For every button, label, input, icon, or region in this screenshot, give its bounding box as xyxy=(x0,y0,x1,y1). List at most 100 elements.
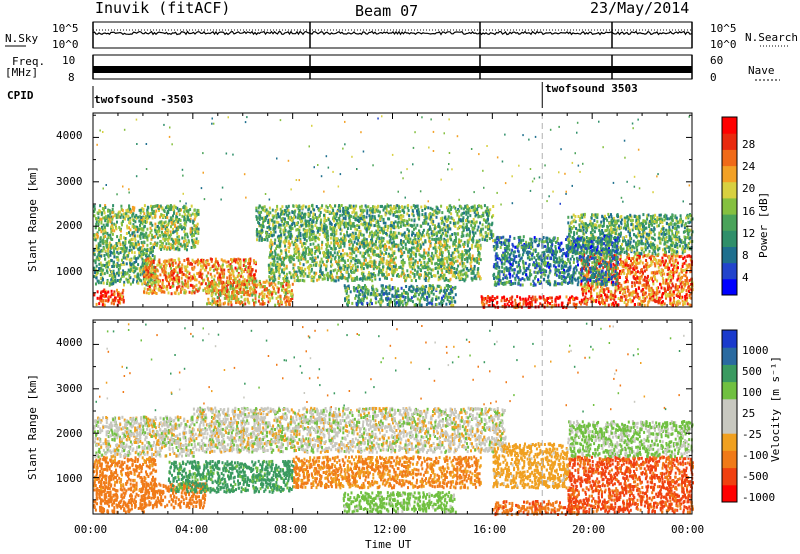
data-cell xyxy=(95,217,98,221)
data-cell xyxy=(410,218,413,222)
data-cell xyxy=(296,274,299,278)
data-cell xyxy=(175,212,178,216)
data-cell xyxy=(95,222,98,226)
data-cell xyxy=(139,224,141,227)
data-cell xyxy=(454,221,457,225)
data-cell xyxy=(259,285,262,289)
data-cell xyxy=(188,218,191,222)
data-cell xyxy=(232,287,235,291)
data-cell xyxy=(492,205,495,208)
data-cell xyxy=(390,221,393,225)
data-cell xyxy=(230,303,233,307)
data-cell xyxy=(226,276,229,280)
data-cell xyxy=(284,220,286,224)
data-cell xyxy=(335,212,337,216)
data-cell xyxy=(259,215,262,219)
data-cell xyxy=(378,225,381,229)
data-cell xyxy=(175,219,178,223)
data-cell xyxy=(150,212,153,215)
data-cell xyxy=(424,279,427,282)
data-cell xyxy=(326,278,329,282)
data-cell xyxy=(274,291,277,295)
data-cell xyxy=(181,273,184,277)
data-cell xyxy=(179,290,182,294)
data-cell xyxy=(125,214,128,218)
data-cell xyxy=(413,223,416,227)
data-cell xyxy=(359,207,362,211)
data-cell xyxy=(98,252,100,256)
data-cell xyxy=(372,234,375,238)
data-cell xyxy=(164,275,167,279)
data-cell xyxy=(272,287,275,291)
data-cell xyxy=(118,297,121,301)
data-cell xyxy=(340,228,343,232)
data-cell xyxy=(186,242,189,246)
data-cell xyxy=(238,278,241,282)
data-cell xyxy=(256,232,259,236)
data-cell xyxy=(113,214,116,218)
data-cell xyxy=(186,285,189,288)
data-cell xyxy=(487,217,489,221)
data-cell xyxy=(276,286,279,290)
data-cell xyxy=(402,258,405,262)
data-cell xyxy=(486,234,488,238)
data-cell xyxy=(440,221,443,225)
data-cell xyxy=(141,257,144,261)
data-cell xyxy=(103,295,106,299)
data-cell xyxy=(320,223,323,227)
data-cell xyxy=(486,212,489,216)
data-cell xyxy=(283,217,286,221)
data-cell xyxy=(192,221,195,225)
data-cell xyxy=(344,211,347,214)
data-cell xyxy=(488,237,491,241)
data-cell xyxy=(423,277,426,281)
data-cell xyxy=(139,249,142,253)
data-cell xyxy=(431,237,434,241)
data-cell xyxy=(337,259,340,263)
data-cell xyxy=(490,229,493,233)
data-cell xyxy=(194,227,197,231)
data-cell xyxy=(145,271,148,275)
data-cell xyxy=(148,254,151,258)
data-cell xyxy=(432,230,435,233)
data-cell xyxy=(142,267,145,271)
data-cell xyxy=(129,233,132,237)
data-cell xyxy=(468,207,470,211)
data-cell xyxy=(193,260,196,264)
data-cell xyxy=(359,205,361,209)
data-cell xyxy=(93,207,96,211)
data-cell xyxy=(471,243,474,247)
data-cell xyxy=(348,243,351,247)
data-cell xyxy=(164,245,167,249)
data-cell xyxy=(337,224,340,228)
data-cell xyxy=(429,215,432,219)
data-cell xyxy=(150,269,153,273)
data-cell xyxy=(299,212,302,216)
data-cell xyxy=(298,229,301,233)
data-cell xyxy=(232,294,235,298)
data-cell xyxy=(346,227,349,230)
data-cell xyxy=(283,226,286,230)
data-cell xyxy=(122,272,125,276)
data-cell xyxy=(106,231,109,235)
data-cell xyxy=(124,271,127,274)
data-cell xyxy=(169,286,172,289)
data-cell xyxy=(453,232,456,235)
data-cell xyxy=(211,289,214,293)
data-cell xyxy=(100,217,103,221)
data-cell xyxy=(101,207,104,210)
data-cell xyxy=(255,206,258,210)
data-cell xyxy=(99,295,102,299)
data-cell xyxy=(319,211,322,214)
data-cell xyxy=(265,279,268,283)
data-cell xyxy=(277,295,280,299)
data-cell xyxy=(320,226,323,230)
data-cell xyxy=(488,223,491,227)
data-cell xyxy=(106,223,109,227)
data-cell xyxy=(122,261,125,264)
data-cell xyxy=(463,245,465,249)
data-cell xyxy=(160,241,163,245)
data-cell xyxy=(267,296,270,300)
data-cell xyxy=(421,230,424,234)
data-cell xyxy=(277,234,280,238)
